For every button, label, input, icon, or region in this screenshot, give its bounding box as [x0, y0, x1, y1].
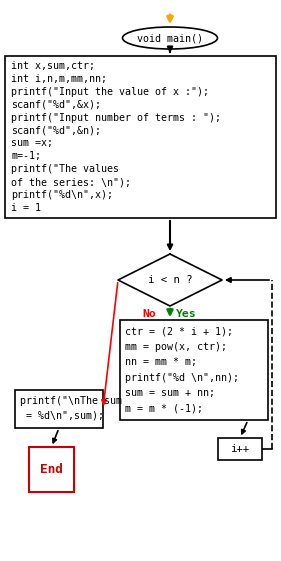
Text: End: End: [40, 463, 63, 476]
Text: m=-1;: m=-1;: [11, 151, 41, 162]
Text: i++: i++: [230, 444, 250, 454]
Text: No: No: [142, 309, 156, 319]
Polygon shape: [118, 254, 222, 306]
Text: nn = mm * m;: nn = mm * m;: [125, 357, 197, 367]
Ellipse shape: [123, 27, 217, 49]
Text: Yes: Yes: [176, 309, 197, 319]
Text: of the series: \n");: of the series: \n");: [11, 177, 131, 187]
Text: i < n ?: i < n ?: [148, 275, 192, 285]
Text: ctr = (2 * i + 1);: ctr = (2 * i + 1);: [125, 327, 233, 337]
Text: scanf("%d",&n);: scanf("%d",&n);: [11, 126, 101, 136]
Text: = %d\n",sum);: = %d\n",sum);: [20, 411, 104, 421]
Text: m = m * (-1);: m = m * (-1);: [125, 403, 203, 413]
Bar: [5, 56, 276, 218]
Text: printf("%d\n",x);: printf("%d\n",x);: [11, 190, 113, 200]
Text: printf("\nThe sum: printf("\nThe sum: [20, 396, 122, 406]
Bar: [218, 438, 262, 460]
Text: i = 1: i = 1: [11, 203, 41, 213]
Text: sum = sum + nn;: sum = sum + nn;: [125, 388, 215, 398]
Bar: [29, 447, 74, 492]
Text: printf("%d \n",nn);: printf("%d \n",nn);: [125, 373, 239, 383]
Text: scanf("%d",&x);: scanf("%d",&x);: [11, 100, 101, 109]
Text: void main(): void main(): [137, 33, 203, 43]
Bar: [120, 320, 268, 420]
Text: int i,n,m,mm,nn;: int i,n,m,mm,nn;: [11, 73, 107, 84]
Text: sum =x;: sum =x;: [11, 139, 53, 149]
Text: printf("The values: printf("The values: [11, 164, 119, 174]
Bar: [15, 390, 103, 428]
Text: printf("Input number of terms : ");: printf("Input number of terms : ");: [11, 113, 221, 122]
Text: mm = pow(x, ctr);: mm = pow(x, ctr);: [125, 342, 227, 352]
Text: printf("Input the value of x :");: printf("Input the value of x :");: [11, 86, 209, 96]
Text: int x,sum,ctr;: int x,sum,ctr;: [11, 61, 95, 71]
